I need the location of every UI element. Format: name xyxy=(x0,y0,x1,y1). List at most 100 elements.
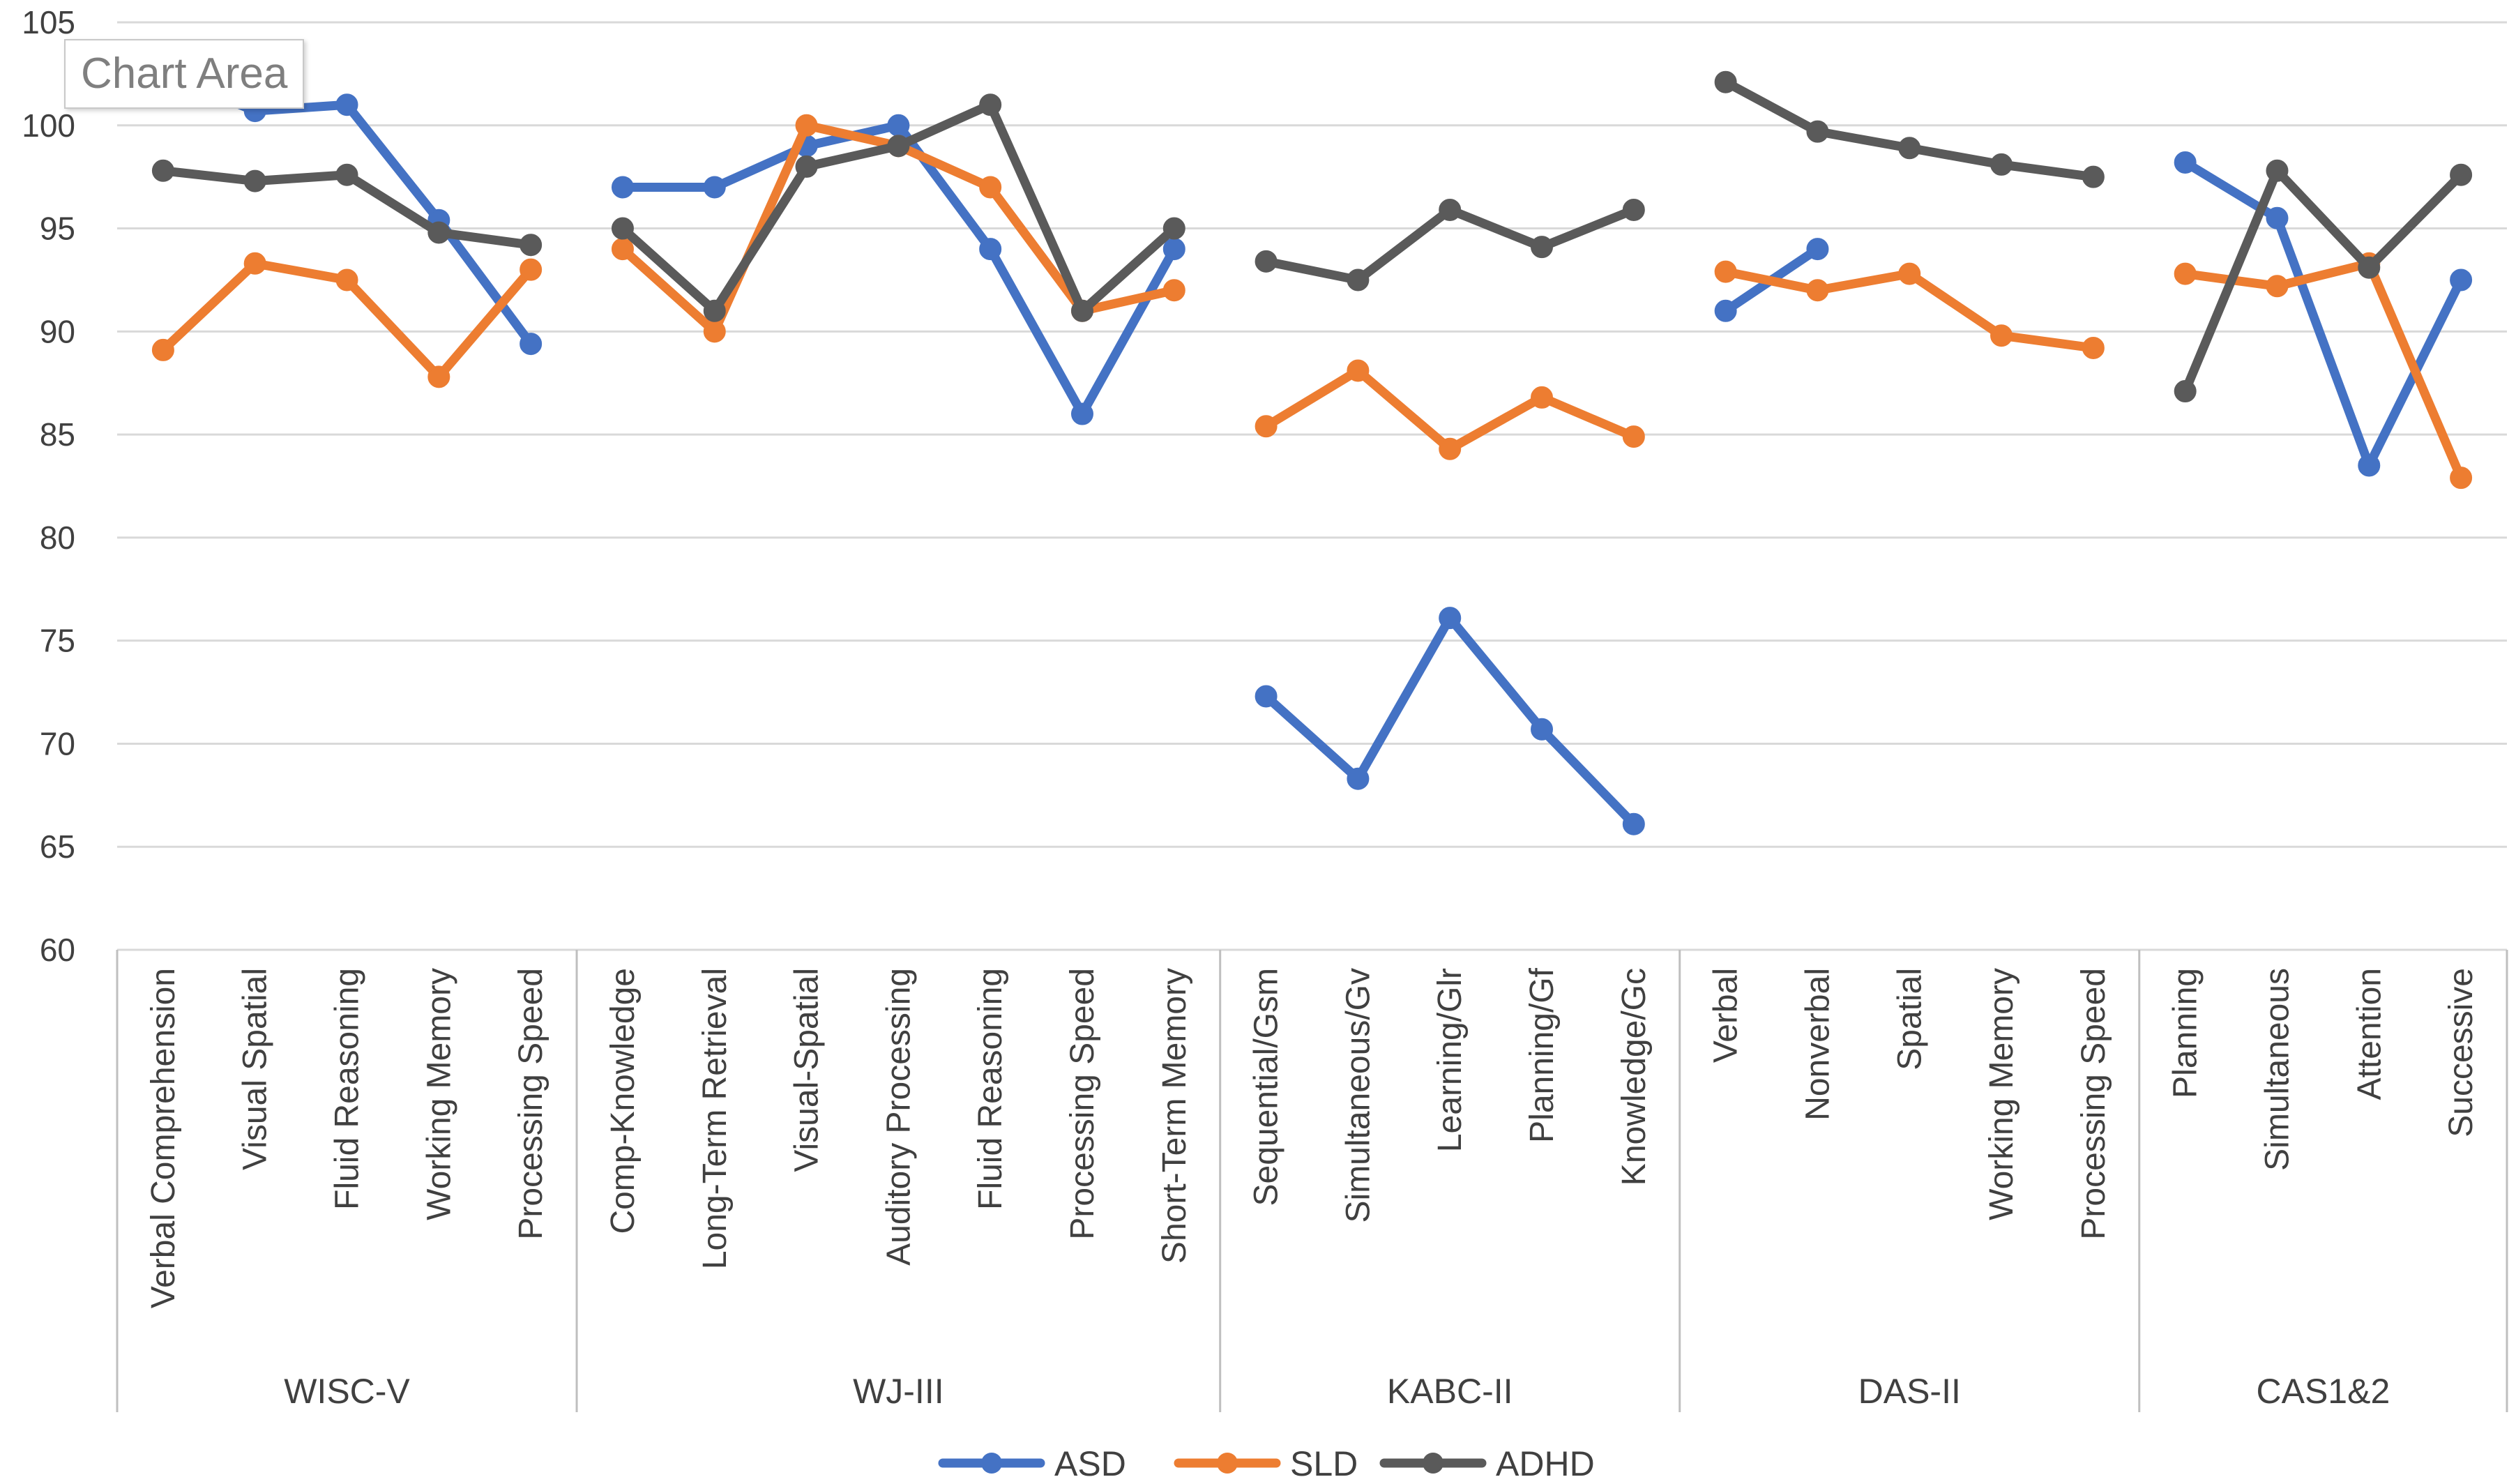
data-point xyxy=(1898,137,1921,160)
chart-area-tooltip: Chart Area xyxy=(64,39,305,109)
data-point xyxy=(1714,299,1737,322)
category-label: Short-Term Memory xyxy=(1156,968,1193,1264)
y-tick-label: 80 xyxy=(40,520,75,556)
y-tick-label: 90 xyxy=(40,313,75,349)
data-point xyxy=(703,320,726,343)
category-label: Visual Spatial xyxy=(237,968,274,1170)
data-point xyxy=(1347,767,1370,790)
data-point xyxy=(887,135,910,158)
data-point xyxy=(243,252,266,275)
legend-item-asd: ASD xyxy=(938,1444,1126,1483)
series-sld xyxy=(151,114,2473,490)
legend-item-adhd: ADHD xyxy=(1379,1444,1595,1483)
data-point xyxy=(2266,206,2289,229)
category-label: Attention xyxy=(2351,968,2388,1100)
series-lines xyxy=(151,62,2473,835)
y-axis-tick-labels: 60 65 70 75 80 85 90 95 100 105 xyxy=(22,4,75,968)
data-point xyxy=(151,338,174,361)
x-axis: Verbal Comprehension Visual Spatial Fluid … xyxy=(116,948,2508,1412)
data-point xyxy=(1070,402,1093,425)
data-point xyxy=(1531,386,1554,409)
data-point xyxy=(1622,812,1645,835)
y-tick-label: 75 xyxy=(40,623,75,659)
category-label: Processing Speed xyxy=(513,968,550,1240)
data-point xyxy=(979,93,1002,116)
legend-label: ADHD xyxy=(1496,1444,1595,1483)
data-point xyxy=(2450,163,2473,186)
data-point xyxy=(520,234,543,257)
data-point xyxy=(520,333,543,356)
category-label: Processing Speed xyxy=(1064,968,1101,1240)
data-point xyxy=(335,163,358,186)
group-label: WISC-V xyxy=(284,1372,410,1411)
series-asd xyxy=(151,62,2473,835)
data-point xyxy=(335,268,358,292)
data-point xyxy=(979,238,1002,261)
group-label: DAS-II xyxy=(1858,1372,1961,1411)
data-point xyxy=(151,159,174,182)
series-adhd xyxy=(151,70,2473,403)
data-point xyxy=(887,114,910,137)
legend-marker xyxy=(1217,1453,1238,1474)
data-point xyxy=(1255,415,1278,438)
category-label: Planning/Gf xyxy=(1524,967,1561,1142)
y-tick-label: 65 xyxy=(40,828,75,865)
y-tick-label: 60 xyxy=(40,932,75,968)
data-point xyxy=(611,217,634,240)
data-point xyxy=(703,176,726,199)
data-point xyxy=(520,258,543,281)
data-point xyxy=(1439,437,1462,460)
data-point xyxy=(795,155,818,178)
y-tick-label: 100 xyxy=(22,107,75,144)
legend-item-sld: SLD xyxy=(1174,1444,1358,1483)
series-line xyxy=(1261,365,1639,454)
data-point xyxy=(2266,275,2289,298)
data-point xyxy=(1347,359,1370,382)
category-label: Long-Term Retrieval xyxy=(697,968,734,1269)
series-line xyxy=(1261,613,1639,829)
data-point xyxy=(1806,120,1829,143)
category-label: Planning xyxy=(2167,968,2204,1098)
legend: ASD SLD ADHD xyxy=(938,1444,1595,1483)
y-tick-label: 95 xyxy=(40,211,75,247)
y-tick-label: 105 xyxy=(22,4,75,40)
data-point xyxy=(611,238,634,261)
data-point xyxy=(2174,380,2197,403)
data-point xyxy=(1714,70,1737,93)
data-point xyxy=(1898,262,1921,285)
category-label: Visual-Spatial xyxy=(789,968,826,1172)
data-point xyxy=(1162,279,1185,302)
series-line xyxy=(618,121,1179,419)
category-label: Spatial xyxy=(1891,968,1928,1070)
data-point xyxy=(2450,268,2473,292)
data-point xyxy=(2358,454,2381,477)
data-point xyxy=(795,114,818,137)
data-point xyxy=(2266,159,2289,182)
group-label: KABC-II xyxy=(1387,1372,1513,1411)
category-label: Simultaneous/Gv xyxy=(1340,968,1377,1223)
data-point xyxy=(1255,685,1278,708)
category-label: Fluid Reasoning xyxy=(329,968,366,1210)
data-point xyxy=(2174,151,2197,174)
category-label: Processing Speed xyxy=(2075,968,2112,1240)
category-label: Nonverbal xyxy=(1799,968,1836,1121)
data-point xyxy=(1714,260,1737,283)
data-point xyxy=(2174,262,2197,285)
category-label: Working Memory xyxy=(420,968,457,1220)
category-label: Successive xyxy=(2443,968,2480,1137)
category-label: Auditory Processing xyxy=(880,968,917,1266)
category-label: Sequential/Gsm xyxy=(1248,968,1285,1206)
series-line xyxy=(2181,166,2466,396)
category-label: Verbal Comprehension xyxy=(145,968,182,1308)
data-point xyxy=(1162,217,1185,240)
data-point xyxy=(1255,250,1278,273)
legend-label: ASD xyxy=(1054,1444,1126,1483)
data-point xyxy=(1806,238,1829,261)
data-point xyxy=(2358,256,2381,279)
data-point xyxy=(2082,165,2105,188)
data-point xyxy=(703,299,726,322)
data-point xyxy=(1070,299,1093,322)
y-tick-label: 70 xyxy=(40,725,75,762)
series-line xyxy=(1721,77,2098,182)
